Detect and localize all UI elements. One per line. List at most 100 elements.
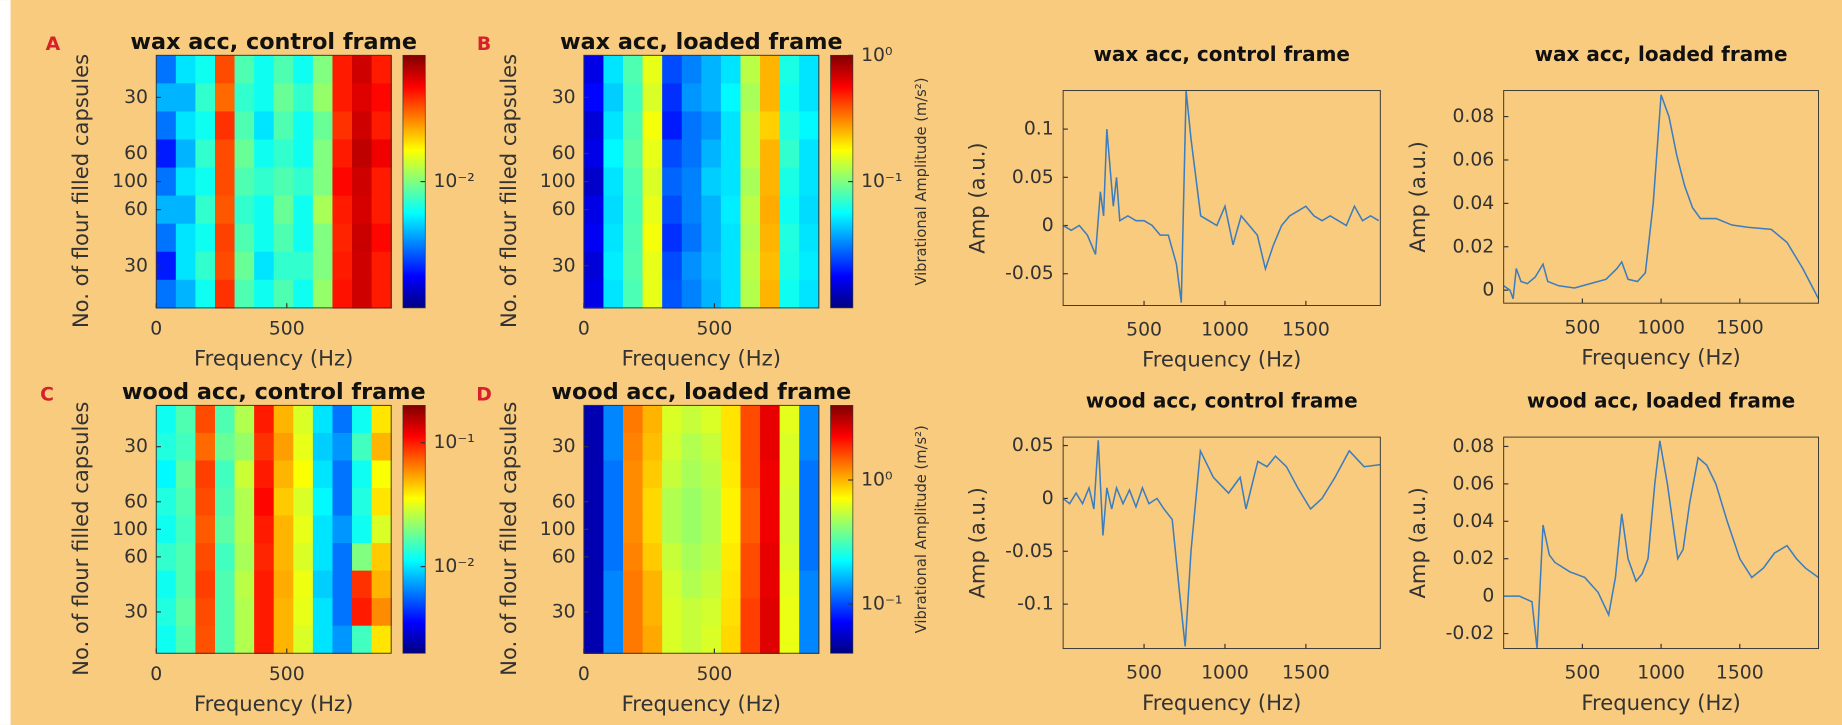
heatmap-cell (603, 460, 624, 489)
heatmap-cell (701, 195, 722, 225)
heatmap-cell (603, 488, 624, 517)
heatmap-cell (293, 223, 314, 253)
y-tick-label: 0.05 (1012, 435, 1054, 456)
heatmap-cell (175, 167, 197, 197)
y-tick-label: 0.1 (1024, 119, 1054, 140)
heatmap-cell (352, 223, 373, 253)
heatmap-cell (623, 543, 644, 572)
heatmap-cell (195, 405, 216, 434)
heatmap-cell (214, 405, 236, 434)
heatmap-cell (681, 223, 703, 253)
heatmap-cell (799, 195, 820, 225)
y-tick-label: 30 (124, 436, 148, 457)
heatmap-cell (293, 488, 314, 517)
heatmap-cell (371, 251, 392, 281)
heatmap-cell (234, 405, 255, 434)
heatmap-cell (662, 405, 683, 434)
heatmap-cell (332, 570, 353, 599)
heatmap-cell (662, 167, 683, 197)
y-tick-label: -0.02 (1446, 623, 1495, 644)
y-axis-label: No. of flour filled capsules (496, 54, 521, 328)
y-tick-label: -0.1 (1017, 594, 1054, 615)
y-tick-label: 30 (124, 255, 148, 276)
heatmap-cell (214, 279, 236, 309)
heatmap-cell (623, 111, 644, 141)
heatmap-cell (312, 167, 334, 197)
heatmap-cell (583, 55, 605, 85)
heatmap-cell (195, 195, 216, 225)
heatmap-cell (662, 251, 683, 281)
heatmap-cell (720, 195, 742, 225)
heatmap-cell (175, 515, 197, 544)
heatmap-cell (799, 432, 820, 462)
heatmap-cell (293, 139, 314, 169)
heatmap-cell (371, 543, 392, 572)
heatmap-cell (603, 405, 624, 434)
heatmap-cell (254, 460, 275, 489)
heatmap-cell (701, 460, 722, 489)
heatmap-cell (799, 488, 820, 517)
heatmap-cell (214, 111, 236, 141)
heatmap-cell (681, 432, 703, 462)
heatmap-cell (681, 111, 703, 141)
heatmap-cell (799, 111, 820, 141)
heatmap-cell (720, 167, 742, 197)
heatmap-cell (254, 432, 275, 462)
y-axis-label: Amp (a.u.) (965, 487, 990, 598)
heatmap-cell (371, 139, 392, 169)
heatmap-cell (720, 111, 742, 141)
heatmap-cell (583, 460, 605, 489)
heatmap-cell (273, 279, 294, 309)
y-axis-label: Amp (a.u.) (1405, 487, 1430, 598)
heatmap-cell (195, 167, 216, 197)
heatmap-cell (799, 223, 820, 253)
heatmap-cell (293, 543, 314, 572)
x-tick-label: 1000 (1637, 317, 1685, 338)
heatmap-cell (273, 195, 294, 225)
heatmap-cell (583, 515, 605, 544)
line-series (1063, 90, 1380, 303)
heatmap-cell (371, 167, 392, 197)
heatmap-cell (234, 83, 255, 113)
heatmap-cell (312, 279, 334, 309)
chart-title: wood acc, loaded frame (551, 379, 851, 405)
heatmap-cell (799, 55, 820, 85)
y-axis-label: No. of flour filled capsules (496, 402, 521, 676)
heatmap-cell (662, 543, 683, 572)
heatmap-cell (720, 625, 742, 654)
heatmap-cell (760, 625, 781, 654)
left-margin (0, 0, 11, 725)
line-series (1063, 440, 1381, 647)
y-tick-label: 60 (124, 199, 148, 220)
heatmap-cell (642, 83, 663, 113)
y-tick-label: 0.08 (1452, 436, 1494, 457)
heatmap-cell (332, 405, 353, 434)
heatmap-cell (662, 195, 683, 225)
heatmap-cell (623, 625, 644, 654)
y-tick-label: -0.05 (1005, 263, 1054, 284)
heatmap-cell (701, 598, 722, 627)
y-tick-label: 30 (552, 255, 576, 276)
heatmap-cell (779, 139, 800, 169)
heatmap-cell (623, 460, 644, 489)
heatmap-cell (642, 111, 663, 141)
heatmap-cell (352, 460, 373, 489)
heatmap-cell (760, 251, 781, 281)
heatmap-cell (352, 195, 373, 225)
heatmap-cell (583, 543, 605, 572)
y-tick-label: 30 (552, 436, 576, 457)
heatmap-cell (234, 625, 255, 654)
chart-title: wood acc, control frame (122, 379, 426, 405)
heatmap-cell (642, 55, 663, 85)
heatmap-cell (312, 195, 334, 225)
heatmap-cell (312, 543, 334, 572)
heatmap-cell (701, 139, 722, 169)
heatmap-cell (779, 570, 800, 599)
heatmap-cell (254, 195, 275, 225)
panel-letter: A (46, 34, 61, 55)
y-tick-label: 30 (124, 601, 148, 622)
heatmap-cell (371, 488, 392, 517)
heatmap-cell (740, 432, 761, 462)
heatmap-cell (234, 598, 255, 627)
heatmap-cell (779, 195, 800, 225)
